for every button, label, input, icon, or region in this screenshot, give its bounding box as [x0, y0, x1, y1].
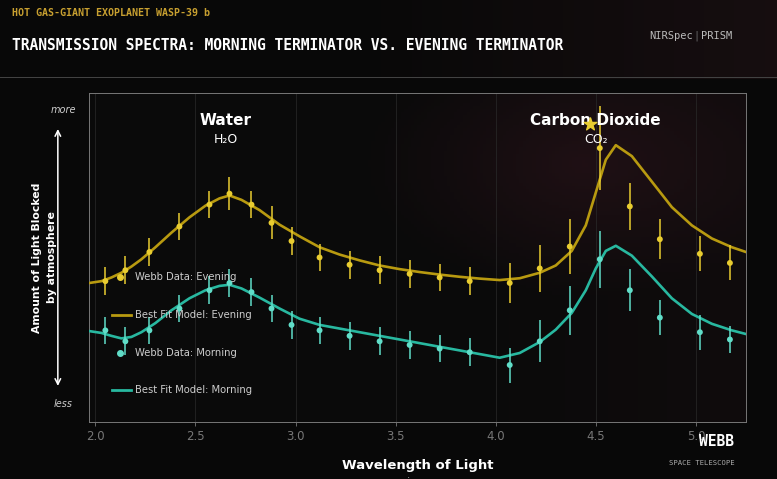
- Point: [374, 338, 386, 345]
- Point: [653, 314, 666, 321]
- Text: PRISM: PRISM: [701, 31, 732, 41]
- Point: [624, 286, 636, 294]
- Point: [285, 237, 298, 245]
- Point: [143, 248, 155, 256]
- Text: less: less: [54, 399, 72, 409]
- Point: [503, 279, 516, 287]
- Point: [173, 223, 186, 230]
- Text: Webb Data: Evening: Webb Data: Evening: [135, 272, 237, 282]
- Text: Wavelength of Light: Wavelength of Light: [342, 459, 493, 472]
- Point: [223, 190, 235, 197]
- Point: [694, 329, 706, 336]
- Text: Amount of Light Blocked
by atmosphere: Amount of Light Blocked by atmosphere: [33, 182, 57, 332]
- Point: [173, 305, 186, 312]
- Text: HOT GAS-GIANT EXOPLANET WASP-39 b: HOT GAS-GIANT EXOPLANET WASP-39 b: [12, 8, 211, 18]
- Point: [204, 286, 216, 294]
- Point: [563, 307, 576, 314]
- Point: [313, 254, 326, 262]
- Point: [653, 235, 666, 243]
- Point: [343, 332, 356, 340]
- Text: TRANSMISSION SPECTRA: MORNING TERMINATOR VS. EVENING TERMINATOR: TRANSMISSION SPECTRA: MORNING TERMINATOR…: [12, 38, 563, 53]
- Text: CO₂: CO₂: [584, 133, 608, 146]
- Point: [119, 338, 131, 345]
- Text: Best Fit Model: Evening: Best Fit Model: Evening: [135, 310, 252, 320]
- Text: Carbon Dioxide: Carbon Dioxide: [531, 113, 661, 128]
- Point: [246, 288, 258, 296]
- Point: [374, 266, 386, 274]
- Point: [223, 279, 235, 287]
- Point: [99, 327, 112, 334]
- Point: [723, 259, 736, 267]
- Point: [403, 341, 416, 349]
- Point: [119, 266, 131, 274]
- Point: [246, 201, 258, 208]
- Point: [403, 270, 416, 278]
- Point: [204, 201, 216, 208]
- Point: [463, 348, 476, 356]
- Point: [313, 327, 326, 334]
- Point: [434, 345, 446, 353]
- Point: [285, 321, 298, 329]
- Point: [434, 274, 446, 281]
- Text: SPACE TELESCOPE: SPACE TELESCOPE: [669, 460, 734, 466]
- Point: [99, 277, 112, 285]
- Text: WEBB: WEBB: [699, 434, 734, 449]
- Point: [463, 277, 476, 285]
- Point: [594, 255, 606, 263]
- Point: [534, 338, 546, 345]
- Point: [563, 243, 576, 251]
- Point: [265, 305, 277, 312]
- Text: |: |: [694, 30, 700, 41]
- Point: [534, 264, 546, 272]
- Point: [624, 203, 636, 210]
- Text: Webb Data: Morning: Webb Data: Morning: [135, 348, 237, 358]
- Point: [594, 144, 606, 152]
- Point: [265, 219, 277, 227]
- Point: [584, 121, 596, 128]
- Text: NIRSpec: NIRSpec: [650, 31, 693, 41]
- Point: [343, 261, 356, 269]
- Text: more: more: [51, 105, 76, 115]
- Text: Water: Water: [200, 113, 252, 128]
- Text: microns: microns: [397, 477, 438, 479]
- Text: H₂O: H₂O: [214, 133, 238, 146]
- Point: [143, 327, 155, 334]
- Point: [694, 250, 706, 258]
- Point: [503, 361, 516, 369]
- Text: Best Fit Model: Morning: Best Fit Model: Morning: [135, 385, 253, 395]
- Point: [723, 336, 736, 343]
